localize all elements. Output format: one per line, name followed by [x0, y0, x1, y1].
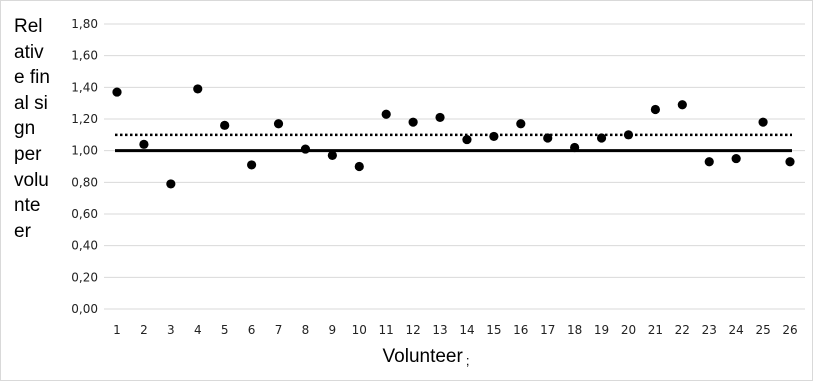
x-tick-label: 24: [729, 323, 744, 337]
x-tick-labels: 1 2 3 4 5 6 7 8 9 10 11 12 13 14 15 16 17 18 19 20 21 22 23 24 2…: [113, 323, 797, 337]
data-point: [489, 131, 499, 142]
data-point: [462, 134, 472, 145]
reference-lines: [115, 133, 792, 153]
x-tick-label: 19: [594, 323, 609, 337]
data-point: [570, 142, 580, 153]
data-point: [650, 104, 661, 115]
x-tick-label: 21: [648, 323, 663, 337]
data-point: [623, 130, 634, 140]
data-point: [543, 133, 553, 143]
data-point: [300, 144, 311, 154]
x-tick-label: 25: [755, 323, 770, 337]
x-tick-label: 23: [702, 323, 717, 337]
x-tick-label: 22: [675, 323, 690, 337]
data-point: [220, 120, 230, 130]
x-tick-label: 14: [459, 323, 474, 337]
x-tick-label: 8: [302, 323, 310, 337]
x-tick-label: 17: [540, 323, 555, 337]
x-axis-title-suffix: ;: [466, 353, 470, 368]
x-tick-label: 12: [405, 323, 420, 337]
x-tick-label: 10: [352, 323, 367, 337]
x-tick-label: 3: [167, 323, 175, 337]
data-point: [408, 117, 418, 127]
data-point: [247, 160, 257, 170]
y-tick-labels: 0,00 0,20 0,40 0,60 0,80 1,00 1,20 1,40 1,60 1,80: [71, 17, 98, 316]
y-tick-label: 1,40: [71, 80, 98, 94]
y-axis-title: Relative final sign per volunteer: [14, 16, 50, 242]
data-point: [112, 87, 122, 97]
x-tick-label: 11: [379, 323, 394, 337]
x-tick-label: 18: [567, 323, 582, 337]
y-tick-label: 0,40: [71, 239, 98, 253]
x-axis-title-text: Volunteer: [383, 346, 464, 367]
x-axis-title: Volunteer;: [383, 346, 470, 368]
x-tick-label: 15: [486, 323, 501, 337]
data-point: [354, 161, 364, 172]
data-point: [785, 157, 795, 167]
x-tick-label: 4: [194, 323, 202, 337]
y-tick-label: 0,20: [71, 270, 98, 284]
data-point: [166, 179, 176, 189]
y-tick-label: 1,60: [71, 49, 98, 63]
x-tick-label: 6: [248, 323, 256, 337]
data-point: [381, 109, 391, 119]
data-point: [596, 133, 607, 143]
data-point: [731, 153, 741, 164]
x-tick-label: 5: [221, 323, 229, 337]
gridlines: [104, 23, 805, 310]
data-point: [327, 150, 337, 161]
x-tick-label: 7: [275, 323, 283, 337]
x-tick-label: 2: [140, 323, 148, 337]
x-tick-label: 9: [329, 323, 337, 337]
y-tick-label: 0,60: [71, 207, 98, 221]
data-point: [758, 117, 768, 127]
y-tick-label: 1,00: [71, 144, 98, 158]
data-point: [193, 84, 203, 94]
y-tick-label: 0,00: [71, 302, 98, 316]
x-tick-label: 26: [782, 323, 797, 337]
x-tick-label: 16: [513, 323, 528, 337]
data-point: [273, 119, 284, 129]
y-tick-label: 1,20: [71, 112, 98, 126]
data-point: [435, 112, 445, 123]
data-points: [112, 84, 795, 189]
data-point: [704, 157, 714, 167]
x-tick-label: 1: [113, 323, 121, 337]
x-tick-label: 20: [621, 323, 636, 337]
data-point: [139, 139, 149, 149]
data-point: [677, 100, 687, 110]
x-tick-label: 13: [432, 323, 447, 337]
y-tick-label: 1,80: [71, 17, 98, 31]
y-tick-label: 0,80: [71, 175, 98, 189]
data-point: [516, 119, 526, 129]
